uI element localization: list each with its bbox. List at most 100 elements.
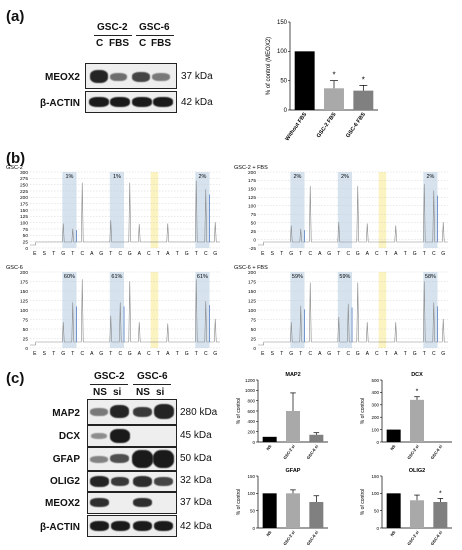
base-letter: A	[394, 351, 398, 357]
bar	[262, 493, 277, 528]
base-letter: A	[138, 351, 142, 357]
base-letter: A	[90, 351, 94, 357]
panel-c-group-1-underline	[90, 384, 128, 385]
base-letter: C	[80, 251, 84, 257]
y-tick-label: 100	[277, 49, 288, 55]
base-letter: T	[52, 351, 55, 357]
variant-highlight	[290, 172, 305, 248]
x-tick-label: GSC-2 si	[282, 444, 296, 461]
blot-band	[133, 407, 152, 417]
bar-chart-olig2: OLIG2 0 50 100 150 % of control NS GSC-2 si * GSC…	[360, 468, 452, 546]
y-tick-label: 100	[371, 427, 379, 432]
y-tick-label: 50	[251, 327, 257, 333]
base-letter: C	[346, 351, 350, 357]
y-tick-label: 200	[248, 270, 256, 276]
blot-band	[132, 72, 150, 82]
panel-a-group-2-underline	[136, 35, 174, 36]
bar-chart-map2: MAP2 0 200 400 600 800 1000 1200 % of control NS G…	[236, 372, 328, 460]
base-letter: G	[356, 251, 360, 257]
x-tick-label: GSC-6 si	[429, 444, 443, 461]
blot-band	[90, 70, 108, 83]
y-axis-label: % of control (MEOX2)	[266, 37, 272, 95]
base-letter: A	[366, 251, 370, 257]
x-tick-label: GSC-6 si	[305, 444, 319, 461]
panel-a-lane-2: FBS	[109, 38, 129, 49]
base-letter: S	[271, 251, 275, 257]
y-tick-label: 1000	[245, 388, 256, 393]
base-letter: G	[413, 351, 417, 357]
bar	[294, 51, 315, 110]
y-tick-label: 125	[248, 195, 256, 201]
bar	[353, 90, 374, 110]
y-tick-label: 1200	[245, 378, 256, 383]
y-tick-label: 150	[371, 474, 379, 479]
base-letter: C	[80, 351, 84, 357]
y-axis-label: % of control	[236, 398, 242, 424]
y-tick-label: 50	[280, 78, 287, 84]
blot-band	[154, 404, 174, 419]
bar	[386, 429, 401, 442]
y-tick-label: 200	[20, 195, 28, 201]
y-axis-label: % of control	[236, 489, 242, 515]
panel-c-blot-dcx	[87, 425, 177, 447]
base-letter: T	[337, 251, 340, 257]
panel-c-row-label-gfap: GFAP	[52, 454, 80, 465]
bar	[324, 88, 344, 110]
blot-band	[89, 97, 109, 107]
y-tick-label: 250	[20, 182, 28, 188]
panel-a-kda-actin: 42 kDa	[181, 97, 213, 108]
y-tick-label: 25	[23, 336, 29, 342]
panel-a-group-2: GSC-6	[139, 22, 170, 33]
y-tick-label: 25	[251, 229, 257, 235]
sequencing-plot-1: GSC-21% 1% 2%30027525022520017515012510075…	[6, 165, 220, 257]
meox2-bar-chart: 0 50 100 150 % of control (MEOX2) Without FBS…	[266, 20, 378, 142]
panel-c-blot-actin	[87, 515, 177, 537]
y-tick-label: 150	[20, 289, 28, 295]
methylation-percent: 59%	[292, 274, 303, 280]
base-letter: G	[413, 251, 417, 257]
methylation-percent: 1%	[113, 174, 121, 180]
base-letter: T	[109, 251, 112, 257]
base-letter: T	[423, 251, 426, 257]
bar	[309, 434, 324, 442]
bar-chart-dcx: DCX 0 100 200 300 400 500 % of control NS * GSC-2 …	[360, 372, 452, 460]
base-letter: A	[138, 251, 142, 257]
base-letter: T	[195, 351, 198, 357]
y-tick-label: 100	[20, 308, 28, 314]
blot-band	[110, 429, 130, 443]
y-tick-label: 400	[371, 390, 379, 395]
panel-c-lane-4: si	[156, 387, 165, 398]
blot-band	[133, 476, 152, 487]
y-tick-label: 175	[248, 279, 256, 285]
y-tick-label: 600	[247, 409, 255, 414]
y-tick-label: 500	[371, 378, 379, 383]
panel-c-blot-gfap	[87, 447, 177, 471]
signal-trace	[258, 183, 448, 246]
base-letter: C	[375, 251, 379, 257]
panel-c-kda-gfap: 50 kDa	[180, 453, 212, 464]
y-tick-label: 800	[247, 398, 255, 403]
blot-band	[110, 454, 129, 463]
panel-c-row-label-actin: β-ACTIN	[40, 522, 80, 533]
x-tick-label: NS	[389, 529, 396, 537]
y-tick-label: 150	[248, 289, 256, 295]
y-tick-label: 200	[247, 429, 255, 434]
base-letter: T	[404, 351, 407, 357]
panel-c-lane-1: NS	[93, 387, 107, 398]
base-letter: T	[71, 251, 74, 257]
base-letter: T	[385, 251, 388, 257]
base-letter: E	[261, 351, 265, 357]
sequencing-plot-title: GSC-2 + FBS	[234, 165, 268, 171]
y-tick-label: 100	[247, 491, 255, 496]
x-tick-label: Without FBS	[284, 111, 308, 142]
base-letter: A	[166, 351, 170, 357]
significance-marker: *	[439, 491, 442, 498]
blot-band	[90, 476, 109, 487]
y-tick-label: 50	[23, 233, 29, 239]
base-letter: T	[404, 251, 407, 257]
blot-band	[132, 97, 152, 107]
blot-band	[90, 456, 108, 463]
